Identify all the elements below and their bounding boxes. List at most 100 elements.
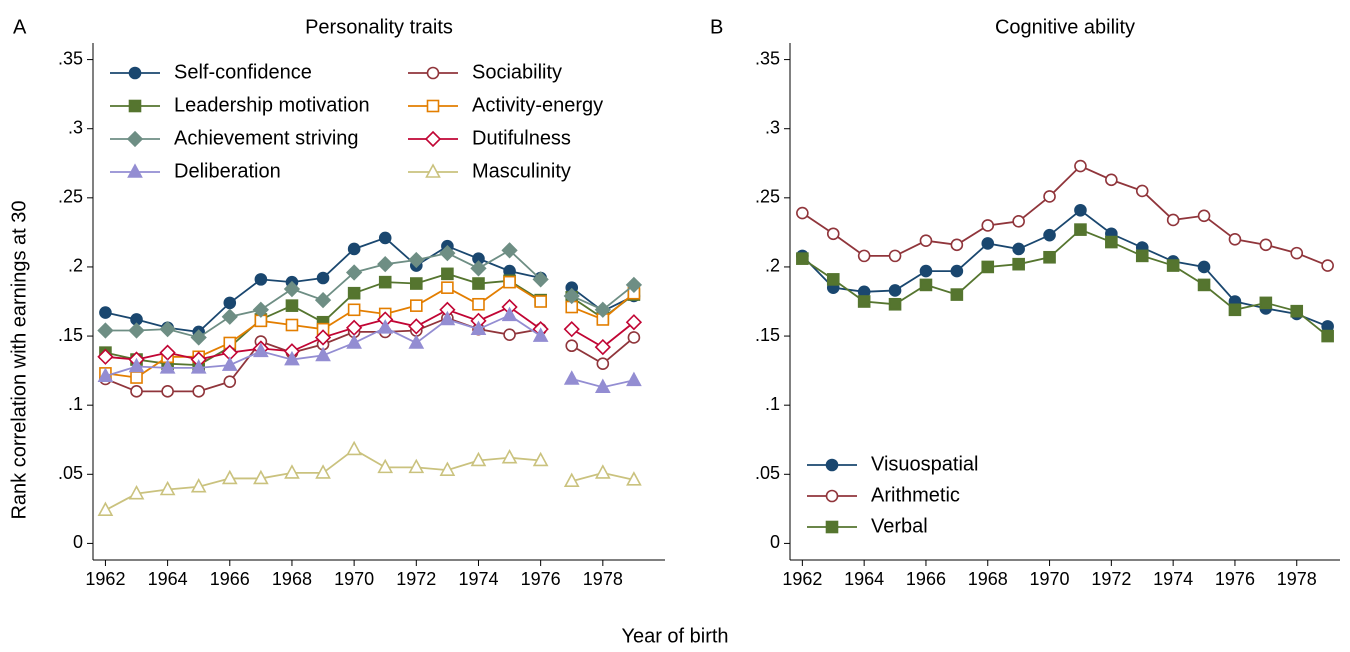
x-tick-label: 1962 (85, 569, 125, 589)
data-point (221, 356, 238, 371)
x-tick-label: 1976 (521, 569, 561, 589)
data-point (345, 264, 363, 281)
data-point (314, 329, 332, 346)
data-point (347, 286, 361, 300)
data-point (190, 359, 207, 374)
y-tick-label: .2 (765, 256, 780, 276)
data-point (377, 458, 394, 474)
x-tick-label: 1976 (1215, 569, 1255, 589)
data-point (347, 242, 361, 256)
data-point (565, 339, 579, 353)
legend-label: Masculinity (472, 160, 571, 182)
data-point (192, 385, 205, 398)
data-point (128, 357, 145, 373)
data-point (223, 375, 237, 388)
data-point (285, 299, 299, 312)
data-point (534, 295, 547, 308)
data-point (283, 280, 301, 298)
y-tick-label: .2 (68, 256, 83, 276)
y-tick-label: .1 (68, 394, 83, 414)
data-point (1012, 215, 1025, 228)
x-tick-label: 1974 (1153, 569, 1193, 589)
data-point (97, 367, 114, 382)
data-point (950, 238, 964, 252)
data-point (254, 273, 268, 286)
data-point (919, 264, 933, 278)
y-axis-label: Rank correlation with earnings at 30 (8, 200, 30, 519)
data-point (97, 322, 114, 339)
data-point (919, 234, 933, 247)
data-point (532, 451, 549, 467)
data-point (626, 371, 642, 387)
data-point (1197, 209, 1211, 223)
data-point (1043, 250, 1056, 264)
data-point (857, 295, 871, 308)
legend-marker (825, 520, 839, 534)
x-tick-label: 1972 (396, 569, 436, 589)
data-point (950, 264, 964, 278)
y-tick-label: .1 (765, 394, 780, 414)
data-point (950, 288, 964, 301)
legend-label: Deliberation (174, 160, 281, 182)
data-point (159, 321, 176, 338)
x-tick-label: 1964 (148, 569, 188, 589)
x-tick-label: 1966 (210, 569, 250, 589)
legend-label: Activity-energy (472, 94, 603, 116)
data-point (221, 308, 238, 325)
y-tick-label: .05 (755, 463, 780, 483)
data-point (316, 271, 330, 285)
data-point (130, 385, 143, 398)
data-point (99, 306, 112, 319)
data-point (470, 260, 487, 277)
data-point (408, 251, 425, 269)
data-point (1197, 260, 1211, 274)
data-point (97, 348, 114, 365)
data-point (888, 297, 902, 311)
data-point (315, 464, 331, 479)
data-point (252, 301, 270, 318)
data-point (441, 281, 454, 294)
data-point (1043, 228, 1056, 242)
legend-marker (128, 99, 142, 113)
data-point (625, 276, 643, 294)
data-point (1012, 257, 1025, 271)
data-point (253, 469, 269, 485)
data-point (888, 249, 902, 263)
data-point (1166, 213, 1180, 227)
legend-label: Sociability (472, 61, 562, 83)
data-point (285, 318, 299, 332)
x-tick-label: 1972 (1091, 569, 1131, 589)
data-point (1321, 329, 1334, 343)
data-point (1228, 232, 1242, 246)
data-point (888, 284, 902, 297)
data-point (346, 440, 362, 456)
x-tick-label: 1970 (334, 569, 374, 589)
legend-label: Arithmetic (871, 484, 960, 506)
y-tick-label: .3 (68, 117, 83, 137)
y-tick-label: 0 (73, 532, 83, 552)
data-point (439, 244, 456, 262)
x-tick-label: 1964 (844, 569, 884, 589)
data-point (501, 306, 518, 322)
data-point (501, 449, 518, 464)
y-tick-label: .25 (755, 187, 780, 207)
series-line (801, 228, 1329, 337)
data-point (314, 291, 332, 309)
x-tick-label: 1974 (458, 569, 498, 589)
data-point (563, 287, 580, 305)
y-tick-label: .35 (58, 48, 83, 68)
data-point (439, 310, 456, 326)
y-tick-label: .05 (58, 463, 83, 483)
data-point (470, 320, 487, 335)
data-point (408, 334, 425, 349)
data-point (532, 271, 549, 288)
legend-marker (424, 130, 442, 148)
data-point (1290, 304, 1304, 318)
data-point (439, 461, 456, 476)
data-point (190, 329, 207, 346)
data-point (919, 278, 933, 292)
legend-marker (426, 99, 440, 113)
data-point (1259, 238, 1273, 252)
data-point (981, 237, 995, 250)
data-point (377, 256, 394, 273)
